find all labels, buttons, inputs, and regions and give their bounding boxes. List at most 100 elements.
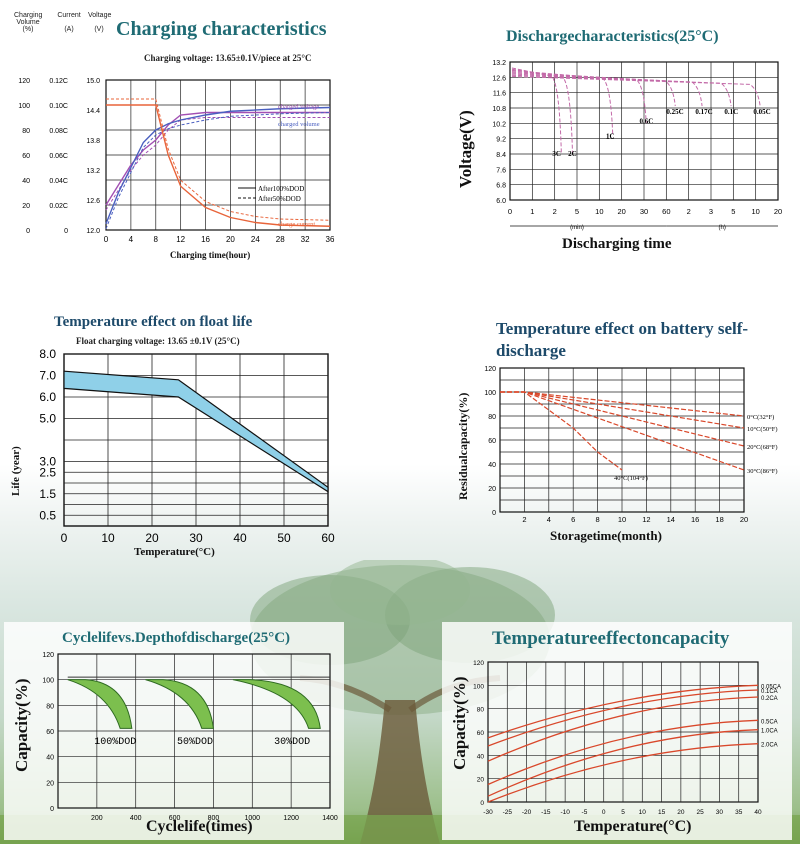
charging-plot: 0 4 8 12 16 20 24 28 32 36 0 20 40 60 80 100 120 0 0.02C 0.…	[18, 78, 335, 244]
charging-volume-tick: 60	[22, 153, 30, 160]
discharge-unit-min: (min)	[570, 225, 584, 231]
tcap-x-tick: 25	[697, 809, 705, 816]
cycle-x-tick: 1000	[244, 815, 260, 822]
charging-voltage-tick: 12.6	[86, 198, 100, 205]
charging-x-tick: 36	[326, 235, 335, 244]
cycle-x-tick: 1200	[283, 815, 299, 822]
discharge-y-tick: 9.2	[496, 137, 506, 144]
tcap-x-tick: -30	[483, 809, 493, 816]
self-y-tick: 0	[492, 510, 496, 517]
cycle-y-tick: 0	[50, 806, 54, 813]
discharge-rate-label: 3C	[552, 150, 561, 158]
cycle-dod-band	[67, 679, 133, 729]
charging-x-tick: 0	[104, 235, 109, 244]
cycle-life-xlabel: Cyclelife(times)	[146, 818, 253, 835]
charging-series-current	[106, 104, 331, 227]
tcap-x-tick: 20	[677, 809, 685, 816]
cycle-y-tick: 20	[46, 780, 54, 787]
charging-characteristics-panel: Charging characteristics Charging voltag…	[0, 0, 360, 280]
float-x-tick: 50	[277, 531, 291, 545]
discharge-x-tick: 20	[774, 207, 782, 216]
discharge-x-tick: 3	[709, 207, 713, 216]
discharge-rate-label: 0.1C	[724, 108, 738, 116]
float-life-panel: Temperature effect on float life Float c…	[0, 300, 360, 580]
discharge-x-tick: 30	[640, 207, 648, 216]
self-y-tick: 80	[488, 414, 496, 421]
charging-volume-tick: 80	[22, 128, 30, 135]
charging-x-tick: 32	[301, 235, 310, 244]
discharge-unit-h: (h)	[718, 225, 725, 231]
cycle-dod-label: 50%DOD	[177, 737, 213, 748]
tcap-x-tick: 35	[735, 809, 743, 816]
charging-x-tick: 12	[176, 235, 185, 244]
self-x-tick: 2	[522, 515, 526, 524]
discharge-x-tick: 5	[575, 207, 579, 216]
tcap-curve	[487, 729, 759, 797]
self-discharge-panel: Temperature effect on battery self-disch…	[450, 300, 800, 560]
charging-voltage-tick: 13.2	[86, 168, 100, 175]
float-x-tick: 0	[61, 531, 68, 545]
charging-current-tick: 0.12C	[49, 78, 68, 85]
self-x-tick: 20	[740, 515, 748, 524]
self-discharge-plot: 2 4 6 8 10 12 14 16 18 20 0 20 40 60 80 100 120 0°C(32°F)…	[484, 366, 777, 524]
self-discharge-xlabel: Storagetime(month)	[550, 528, 662, 543]
discharge-y-tick: 10.8	[492, 106, 506, 113]
float-x-tick: 30	[189, 531, 203, 545]
self-x-tick: 4	[547, 515, 551, 524]
discharge-xlabel: Discharging time	[562, 236, 672, 252]
tcap-series-label: 0.1CA	[761, 689, 778, 695]
charging-series-voltage-50dod	[105, 117, 330, 211]
charging-legend-entry: After50%DOD	[258, 195, 301, 203]
temp-capacity-panel: Temperatureeffectoncapacity Capacity(%) …	[442, 620, 800, 844]
cycle-dod-band	[232, 679, 321, 729]
cycle-dod-label: 30%DOD	[274, 737, 310, 748]
tcap-y-tick: 0	[480, 800, 484, 807]
tcap-x-tick: 5	[621, 809, 625, 816]
self-y-tick: 60	[488, 438, 496, 445]
float-y-tick: 2.5	[39, 465, 56, 479]
charging-volume-tick: 100	[18, 103, 30, 110]
tcap-x-tick: 0	[602, 809, 606, 816]
discharge-y-tick: 12.6	[492, 75, 506, 82]
discharge-curve	[511, 75, 761, 107]
float-y-tick: 8.0	[39, 347, 56, 361]
float-y-tick: 5.0	[39, 412, 56, 426]
discharge-y-tick: 13.2	[492, 60, 506, 67]
discharge-rate-label: 0.25C	[666, 108, 683, 116]
tcap-series-label: 2.0CA	[761, 743, 778, 749]
tcap-x-tick: 10	[639, 809, 647, 816]
float-life-band	[63, 370, 329, 493]
discharge-x-tick: 10	[751, 207, 759, 216]
charging-x-tick: 24	[251, 235, 260, 244]
float-x-tick: 60	[321, 531, 335, 545]
self-x-tick: 12	[642, 515, 650, 524]
discharge-x-tick: 0	[508, 207, 512, 216]
charging-current-tick: 0.06C	[49, 153, 68, 160]
charging-voltage-tick: 12.0	[86, 228, 100, 235]
temp-capacity-plot: -30 -25 -20 -15 -10 -5 0 5 10 15 20 25 30 35 40 0 20 40 60…	[473, 660, 781, 816]
charging-current-tick: 0.02C	[49, 203, 68, 210]
discharge-rate-label: 0.6C	[640, 117, 654, 125]
cycle-y-tick: 100	[42, 678, 54, 685]
cycle-x-tick: 200	[91, 815, 103, 822]
cycle-life-panel: Cyclelifevs.Depthofdischarge(25°C) Capac…	[0, 620, 350, 844]
discharge-characteristics-panel: Dischargecharacteristics(25°C) Voltage(V…	[450, 0, 800, 260]
charging-series-label: charged volume	[278, 121, 320, 128]
cycle-life-title: Cyclelifevs.Depthofdischarge(25°C)	[62, 630, 291, 646]
tcap-curve	[487, 719, 759, 786]
discharge-x-tick: 60	[662, 207, 670, 216]
self-x-tick: 16	[691, 515, 699, 524]
cycle-x-tick: 400	[130, 815, 142, 822]
tcap-x-tick: -25	[503, 809, 513, 816]
discharge-y-tick: 11.6	[493, 91, 506, 98]
discharge-y-tick: 8.4	[496, 152, 506, 159]
float-y-tick: 7.0	[39, 369, 56, 383]
float-y-tick: 3.0	[39, 455, 56, 469]
tcap-y-tick: 80	[477, 707, 485, 714]
float-life-xlabel: Temperature(°C)	[134, 546, 215, 558]
cycle-y-tick: 120	[42, 652, 54, 659]
self-y-tick: 120	[484, 366, 496, 373]
self-series-label: 20°C(68°F)	[747, 444, 777, 451]
charging-volume-tick: 120	[18, 78, 30, 85]
self-y-tick: 40	[488, 462, 496, 469]
